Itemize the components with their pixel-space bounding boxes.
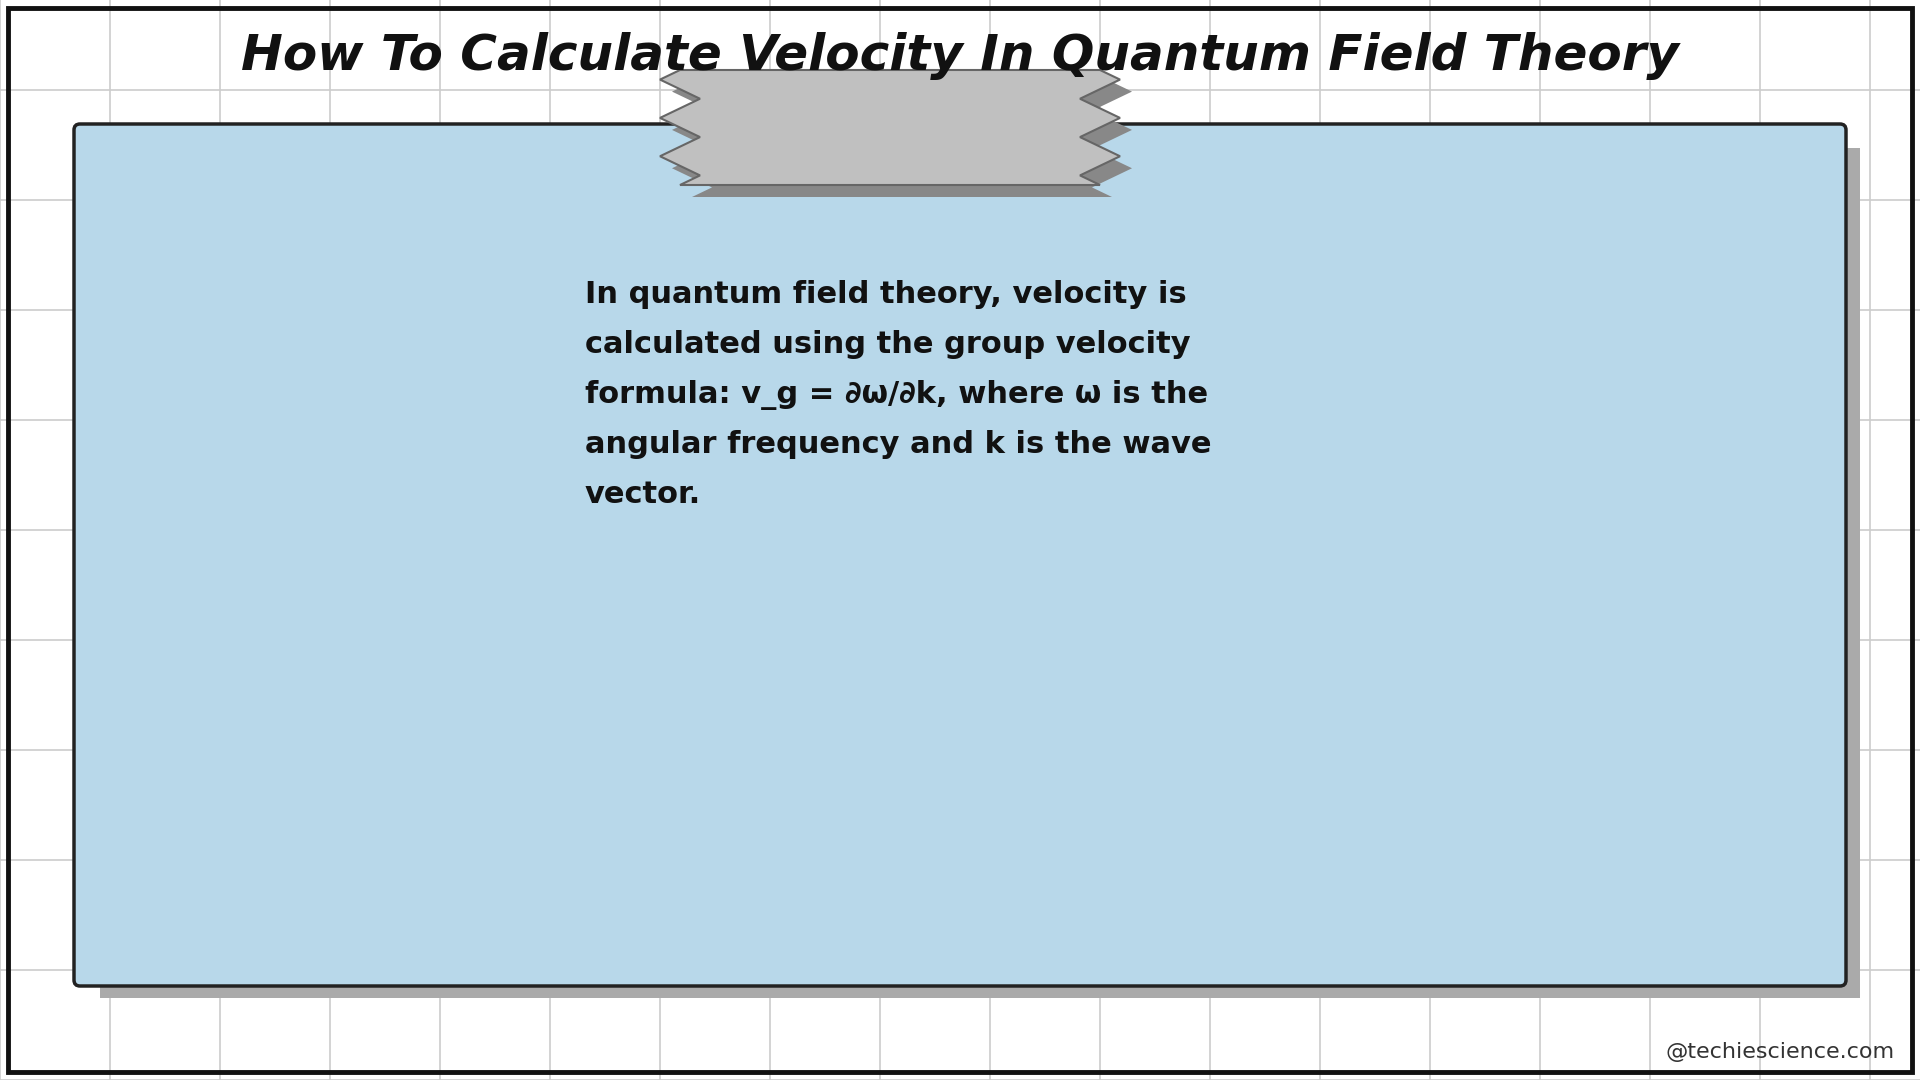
Text: vector.: vector. (586, 480, 701, 509)
FancyBboxPatch shape (75, 124, 1845, 986)
Text: @techiescience.com: @techiescience.com (1667, 1042, 1895, 1062)
Polygon shape (672, 82, 1133, 197)
Text: angular frequency and k is the wave: angular frequency and k is the wave (586, 430, 1212, 459)
Text: In quantum field theory, velocity is: In quantum field theory, velocity is (586, 280, 1187, 309)
Bar (100, 148, 1860, 998)
Text: How To Calculate Velocity In Quantum Field Theory: How To Calculate Velocity In Quantum Fie… (242, 32, 1678, 80)
Polygon shape (660, 70, 1119, 185)
Text: calculated using the group velocity: calculated using the group velocity (586, 330, 1190, 359)
Text: formula: v_g = ∂ω/∂k, where ω is the: formula: v_g = ∂ω/∂k, where ω is the (586, 380, 1208, 410)
